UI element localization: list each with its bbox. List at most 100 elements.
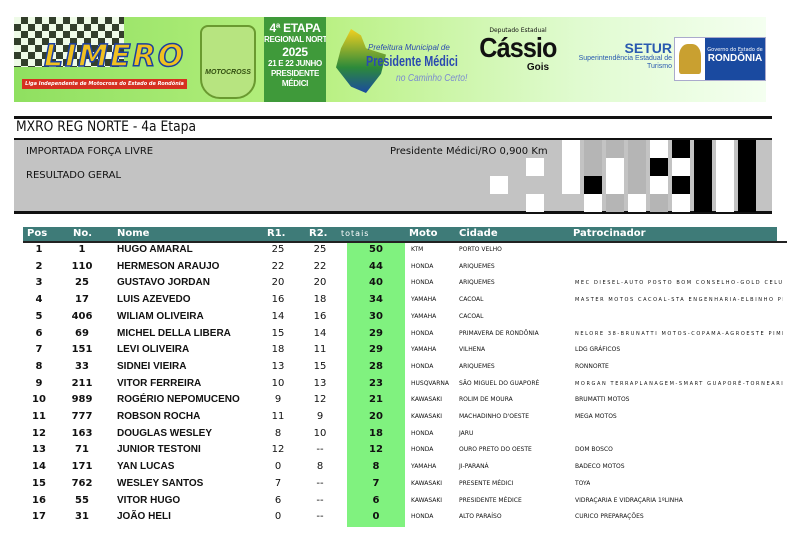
header-pos: Pos bbox=[27, 228, 48, 239]
cell-moto: YAMAHA bbox=[411, 296, 437, 304]
cell-no: 33 bbox=[75, 360, 89, 372]
etapa-line: 4ª ETAPA bbox=[269, 21, 321, 35]
cell-pos: 16 bbox=[32, 494, 46, 506]
cell-pat: MEGA MOTOS bbox=[575, 413, 617, 420]
cell-tot: 7 bbox=[372, 477, 380, 489]
divider bbox=[14, 116, 772, 119]
etapa-badge: 4ª ETAPA REGIONAL NORTE 2025 21 E 22 JUN… bbox=[264, 17, 326, 102]
cell-cidade: ALTO PARAÍSO bbox=[459, 513, 502, 521]
table-row: 10 989 ROGÉRIO NEPOMUCENO 9 12 21 KAWASAKI ROLI… bbox=[23, 392, 783, 408]
cell-moto: HONDA bbox=[411, 429, 434, 437]
cell-no: 71 bbox=[75, 444, 89, 456]
header-cidade: Cidade bbox=[459, 228, 498, 239]
sponsor-banner: LIMERO Liga Independente de Motocross do… bbox=[14, 17, 766, 102]
cell-tot: 40 bbox=[369, 277, 383, 289]
checker-square bbox=[628, 158, 646, 176]
checker-square bbox=[606, 194, 624, 212]
cell-no: 171 bbox=[71, 461, 93, 473]
limero-wordmark: LIMERO bbox=[43, 38, 186, 75]
checker-square bbox=[716, 176, 734, 194]
cell-r1: 22 bbox=[271, 260, 285, 272]
cell-r1: 0 bbox=[274, 511, 282, 523]
cell-r2: 16 bbox=[313, 310, 327, 322]
cell-cidade: PORTO VELHO bbox=[459, 246, 502, 253]
cell-tot: 12 bbox=[369, 444, 383, 456]
cell-nome: WESLEY SANTOS bbox=[117, 477, 204, 489]
cell-tot: 6 bbox=[372, 494, 380, 506]
cell-nome: ROBSON ROCHA bbox=[117, 411, 201, 422]
cell-r1: 11 bbox=[271, 411, 285, 422]
cassio-top: Deputado Estadual bbox=[489, 27, 547, 34]
checker-square bbox=[606, 158, 624, 176]
cell-moto: KTM bbox=[411, 246, 424, 253]
cell-pat: DOM BOSCO bbox=[575, 446, 613, 454]
cassio-logo: Deputado Estadual Cássio Gois bbox=[472, 27, 564, 92]
cell-pat: BRUMATTI MOTOS bbox=[575, 396, 630, 404]
cell-cidade: VILHENA bbox=[459, 346, 486, 354]
cell-pos: 10 bbox=[32, 394, 46, 406]
header-moto: Moto bbox=[409, 228, 438, 239]
cell-no: 31 bbox=[75, 511, 89, 523]
cell-pat: RONNORTE bbox=[575, 362, 609, 370]
table-row: 4 17 LUIS AZEVEDO 16 18 34 YAMAHA CACOAL MASTER … bbox=[23, 292, 783, 308]
checker-square bbox=[562, 176, 580, 194]
etapa-line: REGIONAL NORTE bbox=[264, 35, 326, 44]
governo-label: Governo do Estado de RONDÔNIA bbox=[705, 38, 765, 80]
cell-no: 1 bbox=[78, 244, 86, 255]
table-row: 11 777 ROBSON ROCHA 11 9 20 KAWASAKI MACHADINHO… bbox=[23, 409, 783, 425]
cell-moto: HONDA bbox=[411, 513, 434, 521]
cell-pat: CURICO PREPARAÇÕES bbox=[575, 513, 644, 521]
cell-moto: KAWASAKI bbox=[411, 396, 443, 404]
cell-pat: LDG GRÁFICOS bbox=[575, 346, 621, 354]
cell-nome: WILIAM OLIVEIRA bbox=[117, 310, 204, 322]
checker-square bbox=[584, 194, 602, 212]
table-row: 7 151 LEVI OLIVEIRA 18 11 29 YAMAHA VILHENA LDG … bbox=[23, 342, 783, 358]
cell-nome: ROGÉRIO NEPOMUCENO bbox=[117, 394, 240, 406]
cell-r2: -- bbox=[316, 494, 324, 506]
cell-moto: HONDA bbox=[411, 446, 434, 454]
cell-cidade: ARIQUEMES bbox=[459, 262, 495, 270]
cell-no: 406 bbox=[71, 310, 93, 322]
cell-r1: 18 bbox=[271, 344, 285, 356]
cell-r1: 16 bbox=[271, 294, 285, 306]
header-r1: R1. bbox=[267, 228, 286, 239]
cell-nome: JUNIOR TESTONI bbox=[117, 444, 201, 456]
motocross-logo: MOTOCROSS bbox=[200, 25, 256, 99]
result-type-label: RESULTADO GERAL bbox=[26, 170, 122, 181]
cell-r1: 13 bbox=[271, 360, 285, 372]
totals-column-highlight bbox=[347, 243, 405, 527]
checker-square bbox=[738, 158, 756, 176]
cell-r1: 7 bbox=[274, 477, 282, 489]
cell-r1: 0 bbox=[274, 461, 282, 473]
checkered-flag-icon bbox=[490, 140, 772, 212]
cassio-name: Cássio bbox=[479, 32, 557, 63]
checker-square bbox=[562, 158, 580, 176]
divider bbox=[23, 241, 787, 243]
cell-moto: YAMAHA bbox=[411, 312, 437, 320]
table-row: 13 71 JUNIOR TESTONI 12 -- 12 HONDA OURO PRETO … bbox=[23, 442, 783, 458]
cell-pat: BADECO MOTOS bbox=[575, 463, 625, 471]
cell-tot: 29 bbox=[369, 344, 383, 356]
cell-r1: 6 bbox=[274, 494, 282, 506]
checkered-flag-icon bbox=[14, 17, 124, 67]
checker-square bbox=[716, 158, 734, 176]
cell-pos: 5 bbox=[35, 310, 43, 322]
cell-r2: 25 bbox=[313, 244, 327, 255]
table-row: 12 163 DOUGLAS WESLEY 8 10 18 HONDA JARU bbox=[23, 426, 783, 442]
cell-moto: HUSQVARNA bbox=[411, 379, 450, 387]
cell-r2: 15 bbox=[313, 360, 327, 372]
pm-line: no Caminho Certo! bbox=[396, 73, 468, 84]
cell-cidade: PRIMAVERA DE RONDÔNIA bbox=[459, 329, 539, 337]
cell-tot: 18 bbox=[369, 427, 383, 439]
cell-r2: 12 bbox=[313, 394, 327, 406]
cell-nome: MICHEL DELLA LIBERA bbox=[117, 327, 231, 339]
cell-tot: 50 bbox=[369, 244, 383, 255]
cell-cidade: PRESIDENTE MÉDICE bbox=[459, 496, 522, 504]
checker-square bbox=[650, 194, 668, 212]
cell-r1: 15 bbox=[271, 327, 285, 339]
cell-r1: 10 bbox=[271, 377, 285, 389]
cell-cidade: CACOAL bbox=[459, 296, 484, 304]
cell-r2: 14 bbox=[313, 327, 327, 339]
table-row: 3 25 GUSTAVO JORDAN 20 20 40 HONDA ARIQUEMES MEC… bbox=[23, 275, 783, 291]
table-row: 15 762 WESLEY SANTOS 7 -- 7 KAWASAKI PRESENTE M… bbox=[23, 476, 783, 492]
